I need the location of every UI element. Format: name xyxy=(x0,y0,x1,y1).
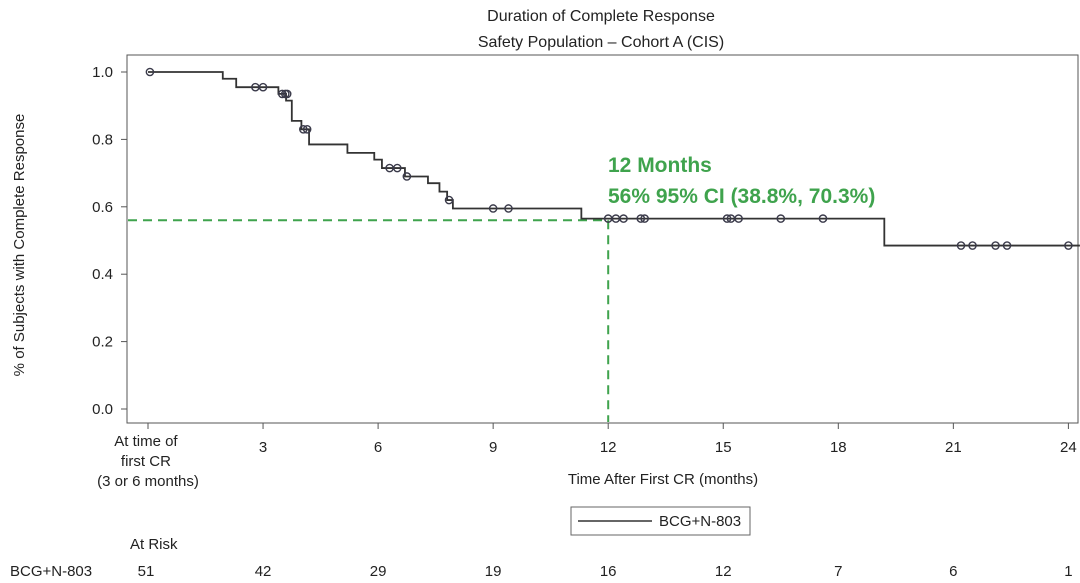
risk-count: 1 xyxy=(1064,563,1072,580)
censor-marker xyxy=(956,241,966,250)
x-tick-label: 3 xyxy=(259,439,267,456)
risk-count: 16 xyxy=(600,563,617,580)
x-tick-label: 6 xyxy=(374,439,382,456)
x-tick-label: 15 xyxy=(715,439,732,456)
censor-marker xyxy=(504,204,513,213)
y-axis: 0.0 0.2 0.4 0.6 0.8 1.0 xyxy=(92,64,127,418)
censor-marker xyxy=(299,124,308,134)
censor-marker xyxy=(722,214,732,223)
censor-marker xyxy=(776,214,786,223)
risk-count: 7 xyxy=(834,563,842,580)
censor-marker xyxy=(282,89,292,99)
x-tick-label: 9 xyxy=(489,439,497,456)
y-tick-label: 0.8 xyxy=(92,131,113,148)
censor-marker xyxy=(1064,241,1073,250)
censor-marker xyxy=(302,124,312,134)
censor-marker xyxy=(991,241,1000,250)
y-tick-label: 1.0 xyxy=(92,64,113,81)
x-tick-label: 24 xyxy=(1060,439,1077,456)
y-tick-label: 0.6 xyxy=(92,199,113,216)
chart-subtitle: Safety Population – Cohort A (CIS) xyxy=(478,34,724,51)
legend: BCG+N-803 xyxy=(570,506,751,536)
risk-count: 42 xyxy=(255,563,272,580)
risk-count: 19 xyxy=(485,563,502,580)
x-tick-label: 18 xyxy=(830,439,847,456)
x-axis: 3 6 9 12 15 18 21 24 xyxy=(147,423,1077,456)
risk-count: 12 xyxy=(715,563,732,580)
risk-table-counts: 51 42 29 19 16 12 7 6 1 xyxy=(138,563,1073,580)
censor-marker xyxy=(1002,241,1012,250)
censor-marker xyxy=(818,214,828,223)
x-tick-label: 21 xyxy=(945,439,962,456)
x-axis-label: Time After First CR (months) xyxy=(568,471,758,488)
censor-marker xyxy=(145,67,155,77)
risk-count: 29 xyxy=(370,563,387,580)
censor-marker xyxy=(444,195,454,205)
y-tick-label: 0.2 xyxy=(92,334,113,351)
plot-frame xyxy=(126,54,1079,424)
x-tick-label-first-cr: At time of first CR (3 or 6 months) xyxy=(97,433,199,490)
survival-series xyxy=(145,67,1080,250)
censor-marker xyxy=(734,214,743,223)
risk-count: 51 xyxy=(138,563,155,580)
annotation-ci: 56% 95% CI (38.8%, 70.3%) xyxy=(608,185,875,208)
censor-marker xyxy=(488,204,498,213)
censor-marker xyxy=(640,214,649,223)
risk-count: 6 xyxy=(949,563,957,580)
chart-title: Duration of Complete Response xyxy=(487,8,715,25)
x-tick-label: 12 xyxy=(600,439,617,456)
censor-marker xyxy=(636,214,646,223)
censor-marker xyxy=(968,241,977,250)
annotation-12-months: 12 Months xyxy=(608,154,712,177)
reference-lines xyxy=(128,219,610,422)
risk-table-row-label: BCG+N-803 xyxy=(10,563,92,580)
censor-marker xyxy=(277,89,287,99)
censor-marker xyxy=(392,163,402,173)
y-tick-label: 0.4 xyxy=(92,266,113,283)
legend-label: BCG+N-803 xyxy=(659,513,741,530)
risk-table-header: At Risk xyxy=(130,536,178,553)
censor-marker xyxy=(258,82,268,92)
censor-marker xyxy=(619,214,628,223)
censor-marker xyxy=(402,172,412,181)
y-tick-label: 0.0 xyxy=(92,401,113,418)
y-axis-label: % of Subjects with Complete Response xyxy=(11,114,28,377)
